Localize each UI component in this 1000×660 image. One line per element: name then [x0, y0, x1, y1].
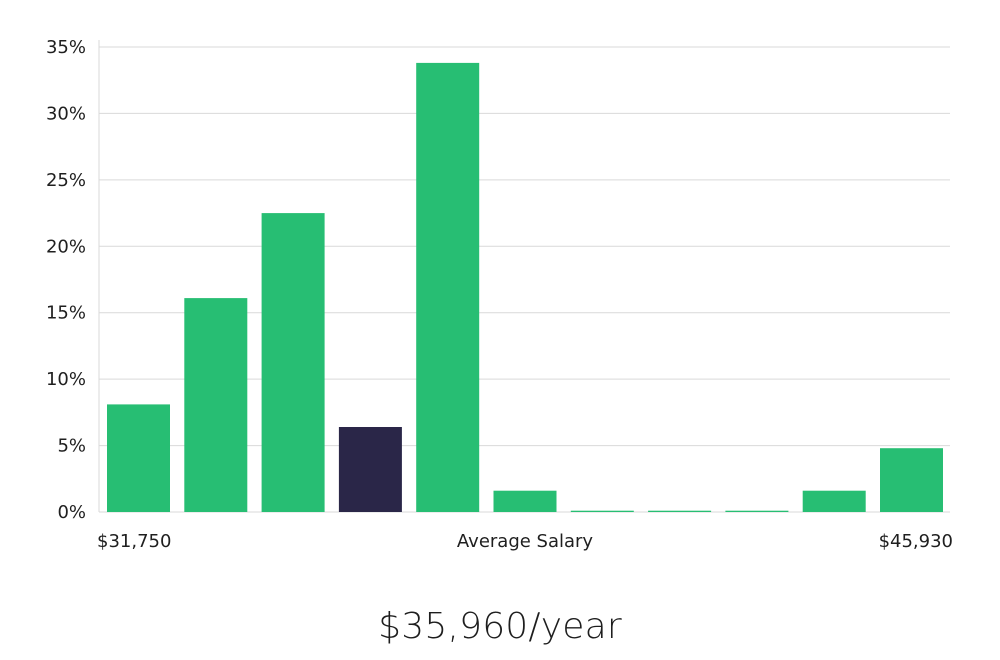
bars [107, 62, 943, 513]
y-tick-label: 20% [46, 236, 86, 257]
bar [802, 490, 866, 512]
bar [493, 490, 557, 512]
bar [416, 62, 480, 513]
y-tick-label: 15% [46, 303, 86, 324]
bar [880, 448, 943, 512]
y-tick-label: 0% [57, 502, 86, 523]
y-tick-label: 30% [46, 103, 86, 124]
salary-histogram: 0% 5% 10% 15% 20% 25% 30% 35% $31,750 Average S… [46, 37, 953, 552]
average-salary-value: $35,960/year [378, 606, 622, 647]
bar [648, 510, 712, 512]
x-max-label: $45,930 [879, 531, 953, 552]
y-tick-label: 5% [57, 436, 86, 457]
bar [725, 510, 789, 512]
x-axis-title: Average Salary [457, 531, 594, 552]
bar [184, 298, 248, 512]
y-axis-ticks: 0% 5% 10% 15% 20% 25% 30% 35% [46, 37, 86, 523]
y-tick-label: 10% [46, 369, 86, 390]
y-tick-label: 25% [46, 170, 86, 191]
x-min-label: $31,750 [97, 531, 171, 552]
bar [570, 510, 634, 512]
bar [261, 213, 325, 512]
bar-highlighted [338, 427, 402, 512]
y-tick-label: 35% [46, 37, 86, 58]
bar [107, 404, 170, 512]
